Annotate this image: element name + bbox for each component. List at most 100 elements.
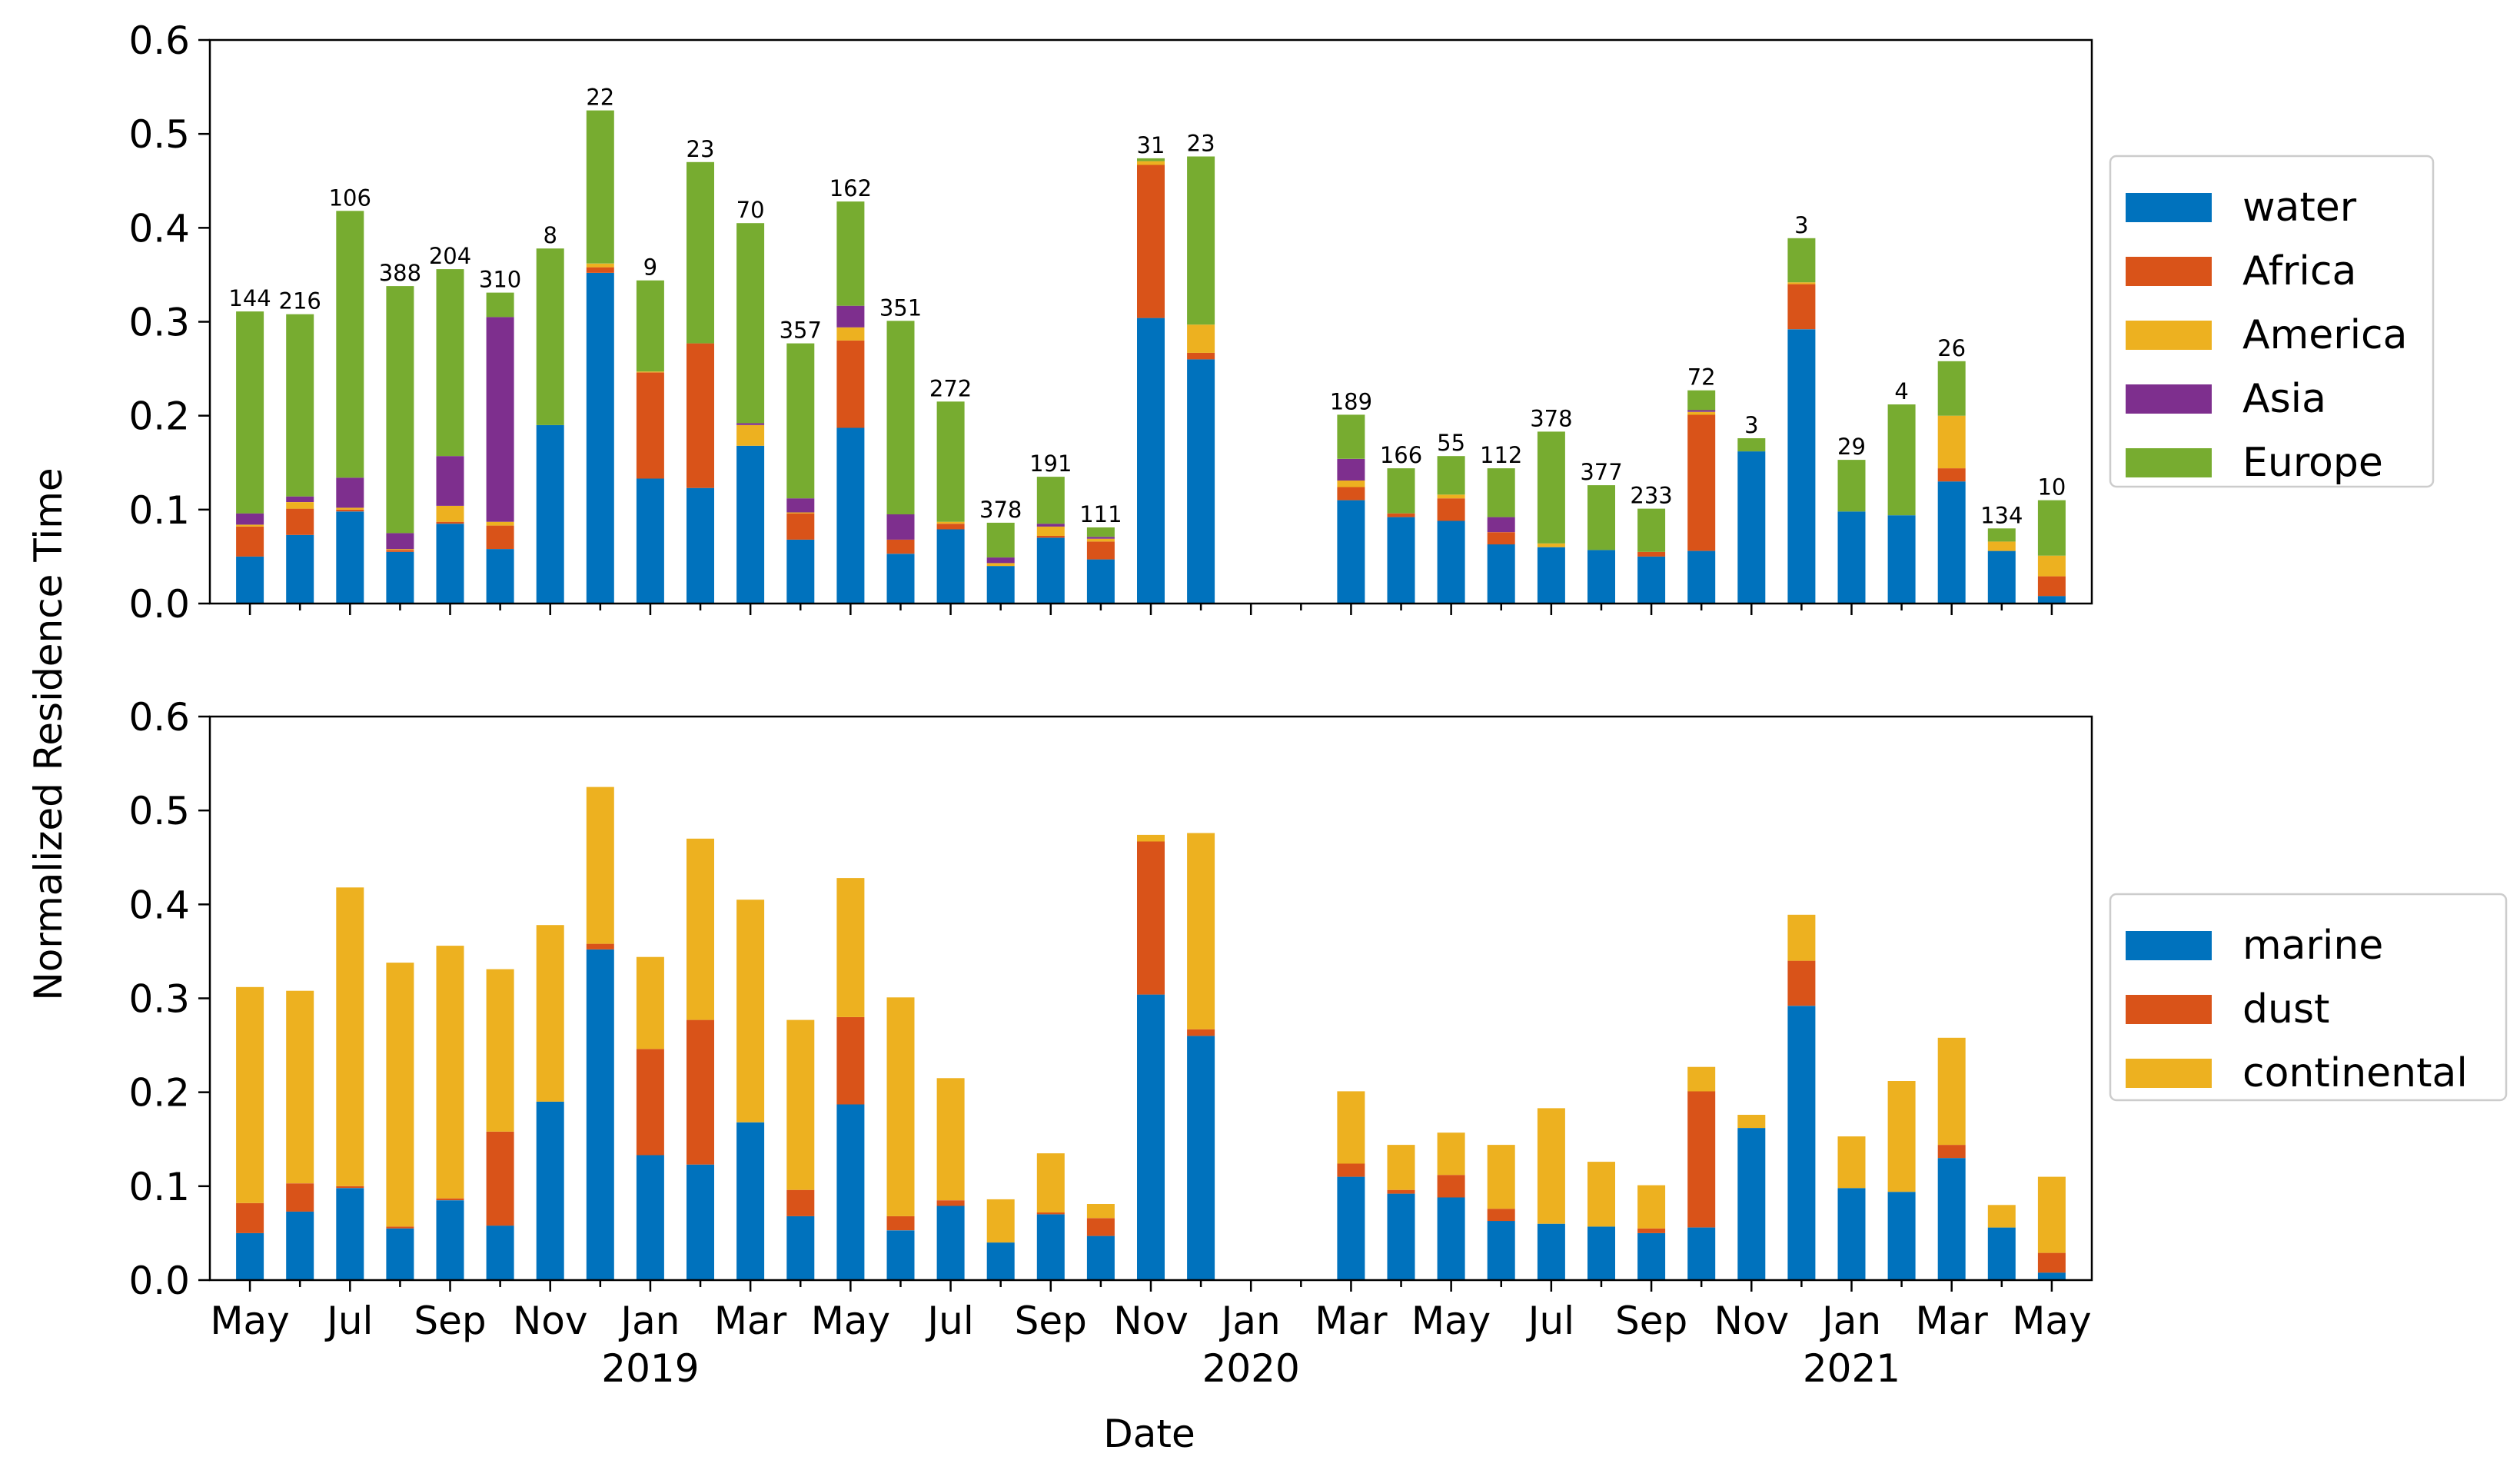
bar-marine-2021-01 bbox=[1837, 1188, 1866, 1280]
count-label-2020-04: 166 bbox=[1380, 442, 1422, 468]
bar-dust-2020-12 bbox=[1787, 960, 1816, 1006]
bar-america-2018-09 bbox=[436, 505, 464, 522]
bar-europe-2019-10 bbox=[1086, 527, 1115, 537]
bar-america-2019-03 bbox=[736, 424, 765, 446]
bar-water-2018-09 bbox=[436, 524, 464, 604]
bar-america-2018-07 bbox=[336, 507, 364, 510]
bar-dust-2018-07 bbox=[336, 1186, 364, 1189]
count-label-2021-04: 134 bbox=[1980, 502, 2023, 528]
bar-continental-2019-03 bbox=[736, 900, 765, 1122]
legend: marine dust continental bbox=[2109, 893, 2508, 1102]
bar-water-2021-05 bbox=[2037, 596, 2066, 604]
bar-continental-2018-09 bbox=[436, 946, 464, 1199]
bar-water-2019-07 bbox=[936, 529, 965, 604]
bar-water-2018-10 bbox=[486, 549, 514, 604]
bar-asia-2019-09 bbox=[1036, 524, 1065, 527]
bar-water-2018-06 bbox=[286, 534, 314, 604]
bar-continental-2020-04 bbox=[1387, 1145, 1415, 1190]
x-tick-label: May bbox=[811, 1299, 890, 1343]
bar-america-2020-10 bbox=[1687, 411, 1716, 415]
legend-swatch-europe bbox=[2126, 448, 2212, 477]
y-tick-label: 0.6 bbox=[128, 18, 190, 63]
bar-europe-2019-02 bbox=[687, 161, 714, 344]
bar-water-2018-08 bbox=[386, 551, 414, 604]
bar-america-2021-04 bbox=[1987, 541, 2016, 551]
bar-marine-2020-04 bbox=[1387, 1193, 1415, 1280]
count-label-2018-12: 22 bbox=[586, 85, 614, 111]
bar-continental-2021-03 bbox=[1937, 1037, 1966, 1146]
count-label-2020-08: 377 bbox=[1580, 459, 1622, 485]
bar-continental-2018-11 bbox=[536, 925, 564, 1102]
bar-marine-2018-07 bbox=[336, 1188, 364, 1280]
x-tick-label: Jul bbox=[1526, 1299, 1574, 1343]
bar-africa-2019-02 bbox=[687, 343, 714, 488]
count-label-2020-06: 112 bbox=[1480, 442, 1522, 468]
x-tick-label: Sep bbox=[414, 1299, 486, 1343]
bar-continental-2019-12 bbox=[1187, 833, 1215, 1029]
bar-dust-2019-10 bbox=[1086, 1218, 1115, 1236]
legend-label-africa: Africa bbox=[2242, 248, 2356, 294]
bar-marine-2020-03 bbox=[1337, 1176, 1365, 1280]
legend-label-marine: marine bbox=[2242, 923, 2383, 969]
legend: water Africa America Asia Europe bbox=[2109, 155, 2435, 488]
count-label-2020-09: 233 bbox=[1630, 483, 1672, 509]
bar-europe-2019-06 bbox=[886, 321, 915, 514]
y-tick-label: 0.4 bbox=[128, 206, 190, 251]
bar-continental-2020-05 bbox=[1437, 1132, 1465, 1176]
x-tick-label: Mar bbox=[1916, 1299, 1989, 1343]
bar-africa-2018-07 bbox=[336, 509, 364, 512]
x-axis-ticks: May Jul Sep Nov Jan Mar May Jul Sep Nov Jan Mar May J… bbox=[210, 1280, 2092, 1391]
bar-africa-2018-09 bbox=[436, 521, 464, 524]
bar-africa-2021-05 bbox=[2037, 576, 2066, 597]
x-axis-ticks bbox=[248, 604, 2053, 615]
count-label-2018-10: 310 bbox=[479, 267, 521, 293]
bar-europe-2020-08 bbox=[1587, 485, 1615, 550]
bar-marine-2019-11 bbox=[1137, 994, 1165, 1280]
count-label-2020-05: 55 bbox=[1437, 430, 1465, 456]
bar-dust-2019-05 bbox=[836, 1016, 865, 1105]
bar-dust-2021-05 bbox=[2037, 1252, 2066, 1273]
bar-marine-2018-11 bbox=[536, 1101, 564, 1280]
bar-europe-2020-03 bbox=[1337, 414, 1365, 459]
bar-marine-2020-09 bbox=[1637, 1232, 1666, 1280]
bar-europe-2018-05 bbox=[236, 311, 264, 514]
bar-america-2020-07 bbox=[1537, 543, 1565, 547]
bar-water-2021-03 bbox=[1937, 481, 1966, 604]
bar-dust-2019-01 bbox=[636, 1049, 664, 1156]
legend-swatch-dust bbox=[2126, 995, 2212, 1024]
bar-marine-2018-08 bbox=[386, 1228, 414, 1280]
bar-continental-2020-10 bbox=[1687, 1066, 1716, 1092]
bar-continental-2018-12 bbox=[586, 787, 614, 944]
bar-asia-2018-07 bbox=[336, 477, 364, 508]
bar-water-2020-11 bbox=[1737, 451, 1766, 604]
bar-water-2020-06 bbox=[1487, 544, 1515, 604]
bar-asia-2019-05 bbox=[836, 305, 865, 328]
count-label-2019-02: 23 bbox=[687, 136, 715, 162]
bar-africa-2019-01 bbox=[636, 372, 664, 479]
bar-africa-2018-08 bbox=[386, 550, 414, 552]
bar-water-2019-09 bbox=[1036, 537, 1065, 604]
bar-continental-2020-11 bbox=[1737, 1115, 1766, 1129]
x-tick-label: Jan bbox=[1219, 1299, 1281, 1343]
bar-continental-2019-10 bbox=[1086, 1204, 1115, 1219]
year-label-2021: 2021 bbox=[1803, 1346, 1900, 1391]
x-tick-label: May bbox=[210, 1299, 289, 1343]
bar-continental-2019-06 bbox=[886, 997, 915, 1216]
bar-continental-2020-12 bbox=[1787, 914, 1816, 961]
bar-europe-2018-07 bbox=[336, 211, 364, 478]
count-label-2020-12: 3 bbox=[1794, 212, 1808, 238]
bar-water-2020-12 bbox=[1787, 329, 1816, 604]
bar-america-2019-12 bbox=[1187, 324, 1215, 353]
bar-marine-2021-04 bbox=[1987, 1227, 2016, 1280]
bar-water-2019-11 bbox=[1137, 318, 1165, 604]
bar-water-2019-10 bbox=[1086, 559, 1115, 604]
legend-label-asia: Asia bbox=[2242, 376, 2326, 422]
count-label-2019-08: 378 bbox=[979, 497, 1022, 523]
bar-marine-2018-12 bbox=[586, 950, 614, 1280]
bar-europe-2019-12 bbox=[1187, 156, 1215, 325]
bar-america-2018-05 bbox=[236, 524, 264, 527]
bar-africa-2018-10 bbox=[486, 525, 514, 550]
bar-america-2019-05 bbox=[836, 327, 865, 341]
count-label-2019-07: 272 bbox=[929, 375, 972, 401]
